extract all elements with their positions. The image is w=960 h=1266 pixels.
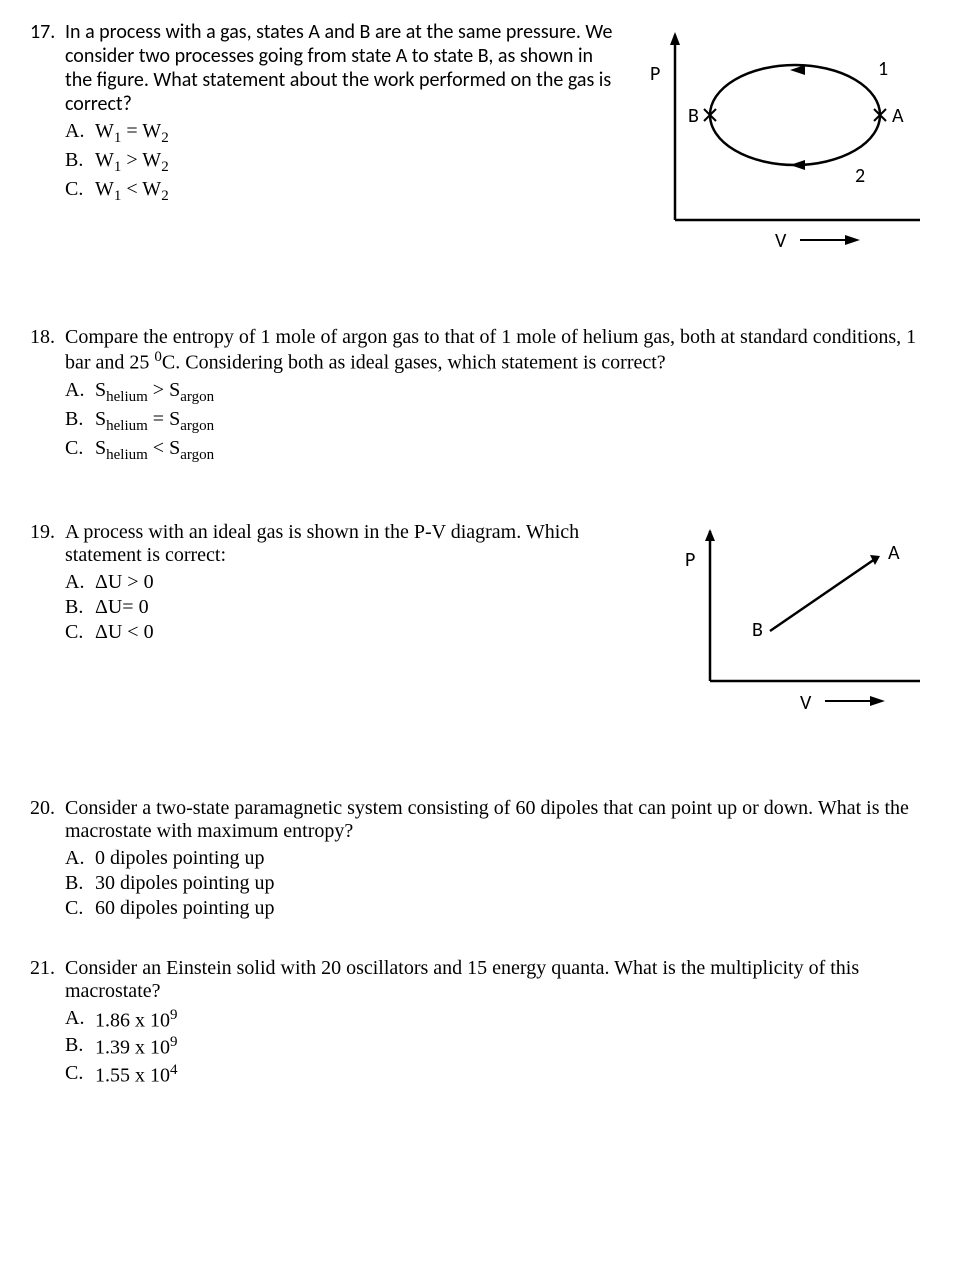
option-a: A. ΔU > 0: [65, 571, 645, 594]
option-c: C. Shelium < Sargon: [65, 437, 930, 464]
svg-text:A: A: [892, 104, 904, 128]
question-20: 20. Consider a two-state paramagnetic sy…: [30, 797, 930, 922]
svg-text:P: P: [650, 62, 660, 86]
svg-text:V: V: [775, 229, 787, 253]
option-c: C. ΔU < 0: [65, 621, 645, 644]
question-number: 19.: [30, 521, 65, 727]
question-number: 20.: [30, 797, 65, 820]
option-a: A. 0 dipoles pointing up: [65, 847, 930, 870]
option-a: A. W1 = W2: [65, 120, 615, 147]
option-b: B. ΔU= 0: [65, 596, 645, 619]
question-18: 18. Compare the entropy of 1 mole of arg…: [30, 326, 930, 466]
question-stem: Compare the entropy of 1 mole of argon g…: [65, 326, 930, 375]
options: A. W1 = W2 B. W1 > W2 C. W1 < W2: [65, 120, 615, 205]
option-b: B. Shelium = Sargon: [65, 408, 930, 435]
question-stem: In a process with a gas, states A and B …: [65, 20, 615, 116]
options: A. ΔU > 0 B. ΔU= 0 C. ΔU < 0: [65, 571, 645, 644]
svg-text:P: P: [685, 548, 695, 572]
options: A. 0 dipoles pointing up B. 30 dipoles p…: [65, 847, 930, 920]
option-b: B. 1.39 x 109: [65, 1034, 930, 1060]
options: A. Shelium > Sargon B. Shelium = Sargon …: [65, 379, 930, 464]
question-21: 21. Consider an Einstein solid with 20 o…: [30, 957, 930, 1090]
pv-diagram-q19: P V B A: [670, 521, 930, 727]
question-stem: Consider an Einstein solid with 20 oscil…: [65, 957, 930, 1003]
option-a: A. 1.86 x 109: [65, 1007, 930, 1033]
option-c: C. 60 dipoles pointing up: [65, 897, 930, 920]
option-c: C. 1.55 x 104: [65, 1062, 930, 1088]
question-number: 18.: [30, 326, 65, 349]
option-c: C. W1 < W2: [65, 178, 615, 205]
option-a: A. Shelium > Sargon: [65, 379, 930, 406]
question-number: 17.: [30, 20, 65, 266]
svg-text:B: B: [752, 618, 763, 642]
option-b: B. W1 > W2: [65, 149, 615, 176]
options: A. 1.86 x 109 B. 1.39 x 109 C. 1.55 x 10…: [65, 1007, 930, 1088]
svg-text:A: A: [888, 541, 900, 565]
question-stem: Consider a two-state paramagnetic system…: [65, 797, 930, 843]
question-stem: A process with an ideal gas is shown in …: [65, 521, 645, 567]
svg-text:V: V: [800, 691, 812, 715]
question-number: 21.: [30, 957, 65, 980]
pv-diagram-q17: P V B A1 2: [630, 20, 930, 266]
svg-text:B: B: [688, 104, 699, 128]
svg-text:2: 2: [855, 164, 865, 188]
svg-text:1: 1: [878, 57, 888, 81]
question-19: 19. A process with an ideal gas is shown…: [30, 521, 930, 727]
question-17: 17. In a process with a gas, states A an…: [30, 20, 930, 266]
option-b: B. 30 dipoles pointing up: [65, 872, 930, 895]
